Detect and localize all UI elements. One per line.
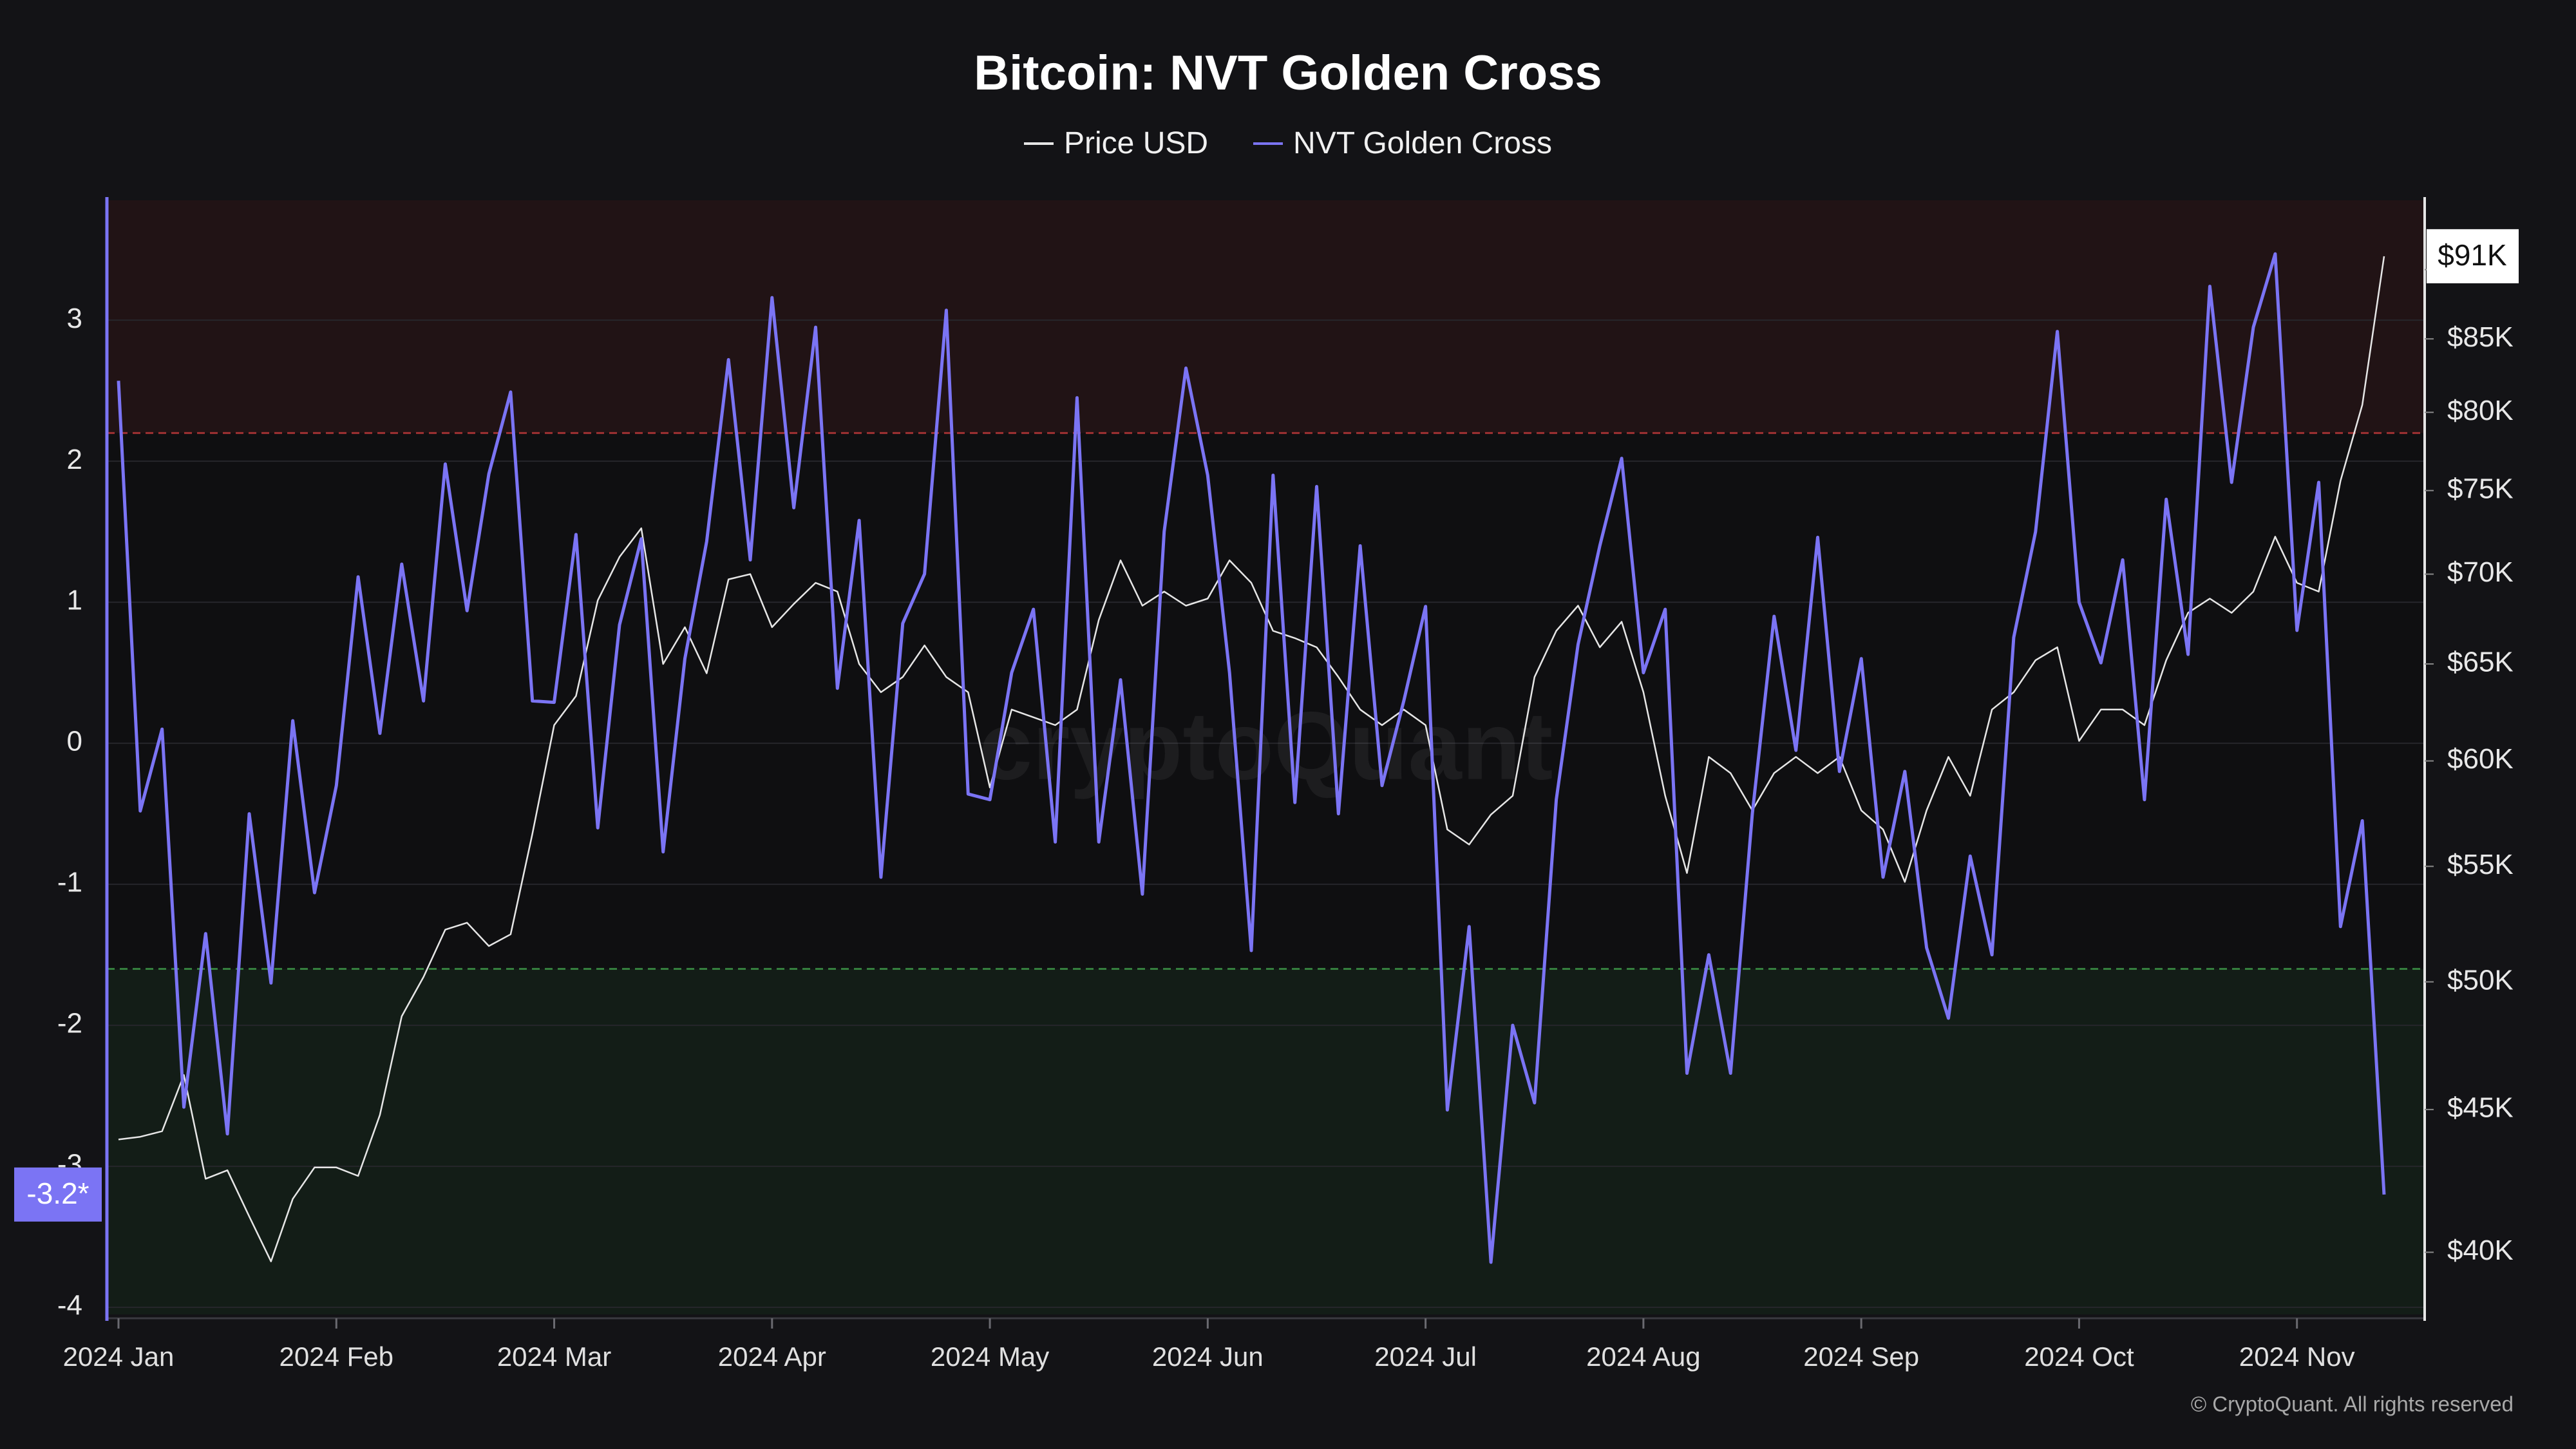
x-tick-label: 2024 Nov bbox=[2239, 1341, 2355, 1372]
x-tick-label: 2024 Jun bbox=[1152, 1341, 1264, 1372]
y2-tick-label: $85K bbox=[2447, 321, 2514, 353]
value-badge bbox=[14, 1167, 102, 1222]
y2-tick-label: $55K bbox=[2447, 849, 2514, 880]
x-tick-label: 2024 Feb bbox=[279, 1341, 393, 1372]
legend-swatch bbox=[1253, 142, 1283, 145]
legend-label: NVT Golden Cross bbox=[1293, 126, 1552, 160]
x-tick-label: 2024 Aug bbox=[1586, 1341, 1701, 1372]
threshold-zone bbox=[107, 200, 2425, 433]
y-tick-label: 3 bbox=[67, 303, 82, 334]
plot-background bbox=[107, 200, 2425, 1314]
x-tick-label: 2024 Sep bbox=[1803, 1341, 1919, 1372]
y-tick-label: 1 bbox=[67, 585, 82, 616]
credit: © CryptoQuant. All rights reserved bbox=[2191, 1392, 2514, 1416]
x-tick-label: 2024 Mar bbox=[497, 1341, 611, 1372]
y2-tick-label: $80K bbox=[2447, 395, 2514, 426]
chart-title: Bitcoin: NVT Golden Cross bbox=[974, 46, 1602, 100]
threshold-zone bbox=[107, 969, 2425, 1314]
y-tick-label: 0 bbox=[67, 726, 82, 757]
y2-tick-label: $70K bbox=[2447, 556, 2514, 588]
y2-tick-label: $45K bbox=[2447, 1092, 2514, 1123]
y2-tick-label: $75K bbox=[2447, 473, 2514, 504]
x-tick-label: 2024 May bbox=[931, 1341, 1049, 1372]
x-tick-label: 2024 Apr bbox=[718, 1341, 826, 1372]
series-line bbox=[118, 256, 2385, 1262]
y2-tick-label: $60K bbox=[2447, 743, 2514, 775]
legend-swatch bbox=[1024, 142, 1054, 145]
y2-tick-label: $50K bbox=[2447, 964, 2514, 996]
y2-tick-label: $40K bbox=[2447, 1235, 2514, 1266]
y-tick-label: -1 bbox=[57, 867, 82, 898]
x-tick-label: 2024 Jul bbox=[1374, 1341, 1477, 1372]
series-line bbox=[117, 252, 2386, 1264]
x-tick-label: 2024 Jan bbox=[63, 1341, 175, 1372]
watermark: cryptoQuant bbox=[979, 692, 1553, 800]
y-tick-label: 2 bbox=[67, 444, 82, 475]
legend-item: Price USD bbox=[1024, 126, 1208, 161]
value-badge bbox=[2427, 229, 2519, 283]
legend-item: NVT Golden Cross bbox=[1253, 126, 1552, 161]
x-tick-label: 2024 Oct bbox=[2024, 1341, 2134, 1372]
legend-label: Price USD bbox=[1064, 126, 1209, 160]
y2-tick-label: $65K bbox=[2447, 647, 2514, 678]
value-label: -3.2* bbox=[26, 1177, 89, 1210]
value-label: $91K bbox=[2438, 238, 2507, 272]
legend: Price USD NVT Golden Cross bbox=[0, 126, 2576, 161]
y-tick-label: -2 bbox=[57, 1008, 82, 1039]
y-tick-label: -4 bbox=[57, 1290, 82, 1321]
